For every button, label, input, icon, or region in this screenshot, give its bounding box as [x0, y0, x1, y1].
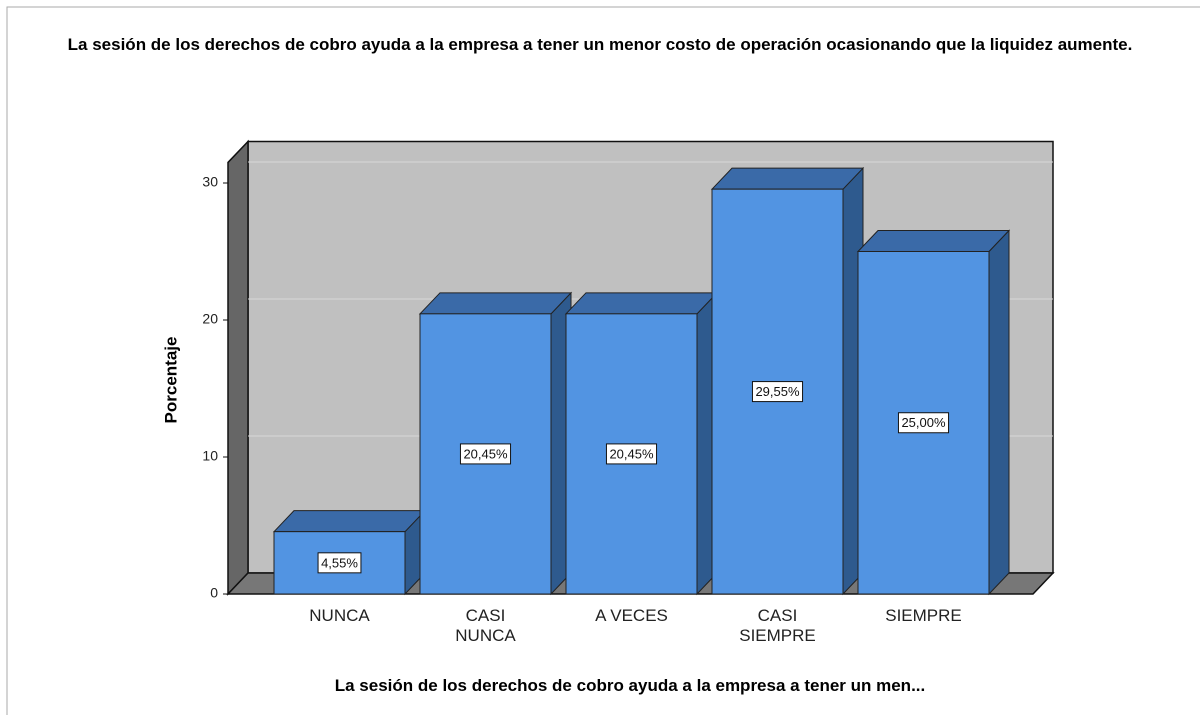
bar-top	[418, 292, 573, 315]
y-tick-label: 0	[210, 585, 218, 601]
x-axis-title: La sesión de los derechos de cobro ayuda…	[334, 676, 926, 695]
bar-top	[710, 167, 865, 190]
x-tick-label: CASI NUNCA	[455, 606, 516, 645]
value-label-box	[751, 381, 804, 403]
x-tick-label: NUNCA	[309, 606, 370, 625]
x-tick-label: A VECES	[595, 606, 668, 625]
chart-title: La sesión de los derechos de cobro ayuda…	[67, 35, 1133, 54]
left-wall	[227, 139, 249, 596]
x-tick-label: SIEMPRE	[885, 606, 962, 625]
bar-top	[272, 510, 427, 533]
value-label: 20,45%	[609, 446, 654, 461]
value-label: 29,55%	[755, 384, 800, 399]
value-label: 20,45%	[463, 446, 508, 461]
y-axis-title: Porcentaje	[161, 337, 180, 424]
value-label: 4,55%	[321, 555, 358, 570]
value-label-box	[897, 412, 950, 434]
value-label: 25,00%	[901, 415, 946, 430]
value-label-box	[317, 552, 362, 574]
frame	[6, 6, 1200, 715]
bar-side	[988, 229, 1010, 596]
value-label-box	[605, 443, 658, 465]
bar-top	[564, 292, 719, 315]
bar-top	[856, 230, 1011, 252]
y-tick-label: 10	[202, 448, 218, 464]
value-label-box	[459, 443, 512, 465]
y-tick-label: 20	[202, 311, 218, 327]
x-tick-label: CASI SIEMPRE	[739, 606, 816, 645]
y-tick-label: 30	[202, 174, 218, 190]
